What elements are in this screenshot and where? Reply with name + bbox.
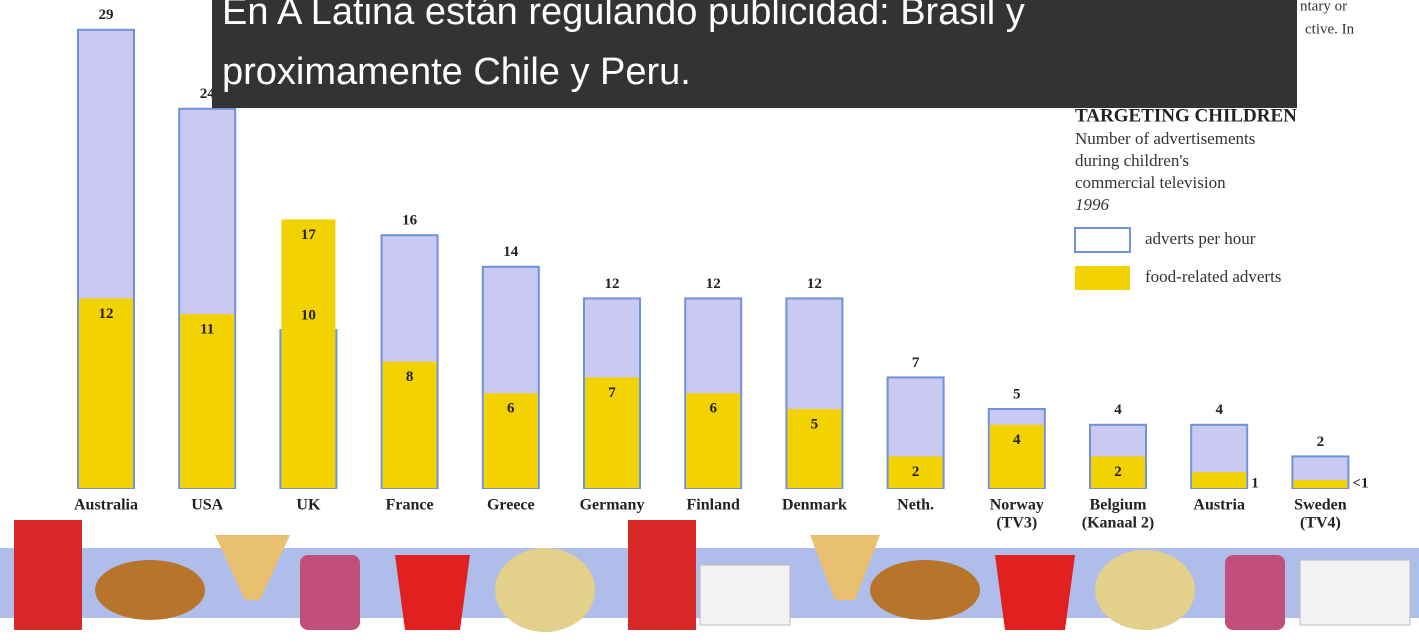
value-label: <1 xyxy=(1352,475,1368,491)
x-tick-label: Norway xyxy=(990,497,1044,514)
value-label: 4 xyxy=(1215,402,1223,418)
background-text: ctive. In xyxy=(1305,21,1355,37)
subtitle: during children's xyxy=(1075,151,1189,170)
overlay-box xyxy=(212,0,1297,108)
x-tick-label: Australia xyxy=(74,497,138,514)
bar-food xyxy=(1192,472,1247,488)
value-label: 6 xyxy=(709,401,717,417)
value-label: 5 xyxy=(1013,386,1021,402)
value-label: 17 xyxy=(301,227,317,243)
x-tick-label: Sweden xyxy=(1294,497,1347,514)
value-label: 2 xyxy=(1317,434,1325,450)
year: 1996 xyxy=(1075,195,1110,214)
x-tick-label: USA xyxy=(191,497,223,514)
x-tick-label: Austria xyxy=(1193,497,1245,514)
value-label: 11 xyxy=(200,322,214,338)
legend-label: adverts per hour xyxy=(1145,229,1256,248)
value-label: 24 xyxy=(200,86,216,102)
x-tick-label: Belgium xyxy=(1090,497,1148,514)
bar-food xyxy=(888,456,943,488)
bar-food xyxy=(180,314,235,488)
x-tick-label: Greece xyxy=(487,497,535,514)
value-label: 4 xyxy=(1114,402,1122,418)
bar-food xyxy=(585,377,639,488)
legend-swatch xyxy=(1075,266,1130,290)
legend-swatch xyxy=(1074,227,1131,253)
bar-food xyxy=(79,298,133,488)
value-label: 7 xyxy=(912,355,920,371)
chart-title: TARGETING CHILDREN xyxy=(1075,105,1297,126)
x-tick-label: Neth. xyxy=(897,497,934,514)
value-label: 4 xyxy=(1013,432,1021,448)
subtitle: commercial television xyxy=(1075,173,1226,192)
value-label: 5 xyxy=(811,416,819,432)
overlay-text: En A Latina están regulando publicidad: … xyxy=(222,0,1025,33)
bar-food xyxy=(686,393,741,488)
value-label: 14 xyxy=(503,244,519,260)
value-label: 16 xyxy=(402,213,418,229)
x-tick-label: (TV4) xyxy=(1300,515,1341,532)
bar-food xyxy=(1091,456,1145,488)
bar-food xyxy=(989,424,1044,488)
value-label: 12 xyxy=(99,306,114,322)
x-tick-label: UK xyxy=(296,497,321,514)
value-label: 2 xyxy=(1114,464,1122,480)
value-label: 7 xyxy=(608,385,616,401)
bar-food xyxy=(787,409,842,488)
legend-label: food-related adverts xyxy=(1145,267,1281,286)
value-label: 12 xyxy=(706,276,721,292)
bar-food xyxy=(281,219,336,488)
x-tick-label: Finland xyxy=(687,497,740,514)
value-label: 2 xyxy=(912,464,920,480)
value-label: 12 xyxy=(605,276,620,292)
bar-food xyxy=(1293,480,1348,488)
value-label: 12 xyxy=(807,276,822,292)
value-label: 10 xyxy=(301,307,316,323)
x-tick-label: Denmark xyxy=(782,497,847,514)
overlay-text: proximamente Chile y Peru. xyxy=(222,51,691,93)
x-tick-label: Germany xyxy=(580,497,645,514)
value-label: 29 xyxy=(99,7,114,23)
background-text: ntary or xyxy=(1300,0,1347,14)
value-label: 6 xyxy=(507,401,515,417)
bar-food xyxy=(382,361,437,488)
x-tick-label: (Kanaal 2) xyxy=(1082,515,1154,532)
decor-food xyxy=(14,520,1411,632)
x-tick-label: France xyxy=(386,497,434,514)
subtitle: Number of advertisements xyxy=(1075,129,1255,148)
value-label: 1 xyxy=(1251,475,1259,491)
x-tick-label: (TV3) xyxy=(996,515,1037,532)
value-label: 8 xyxy=(406,369,414,385)
bar-food xyxy=(483,393,538,488)
